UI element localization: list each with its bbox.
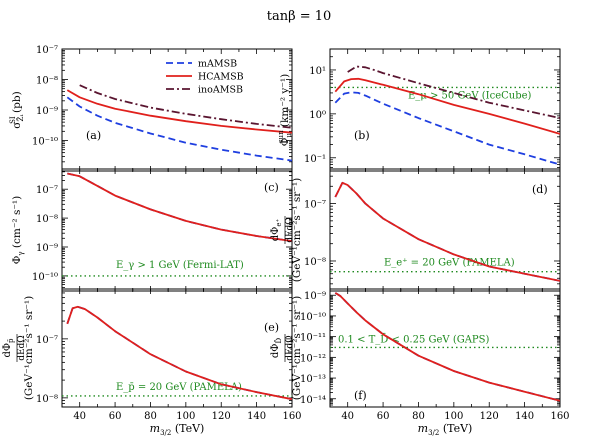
y-tick-label: 10⁻⁷: [36, 335, 58, 346]
x-tick-label: 40: [341, 411, 354, 422]
y-tick-label: 10⁻⁸: [36, 394, 58, 405]
y-tick-label: 10⁻¹: [304, 154, 326, 165]
x-tick-label: 140: [247, 411, 266, 422]
detector-annotation: E_e⁺ = 20 GeV (PAMELA): [384, 258, 515, 269]
y-axis-label: (GeV⁻¹cm⁻²s⁻¹ sr⁻¹): [291, 178, 303, 282]
x-axis-label: m3/2 (TeV): [150, 422, 205, 437]
y-axis-label-fraction: dΦe⁺: [270, 218, 283, 241]
panel-label: (d): [532, 183, 548, 196]
y-axis-label-fraction: dΦD̄: [270, 338, 283, 359]
plot-frame: [329, 168, 561, 292]
panel-label: (f): [354, 389, 367, 402]
x-tick-label: 40: [73, 411, 86, 422]
y-tick-label: 10⁻¹⁰: [300, 312, 326, 323]
y-tick-label: 10⁻¹⁰: [32, 137, 58, 148]
panel-label: (a): [86, 129, 101, 142]
x-tick-label: 160: [282, 411, 301, 422]
series-line-HCAMSB: [66, 89, 292, 134]
detector-annotation: E_p̄ = 20 GeV (PAMELA): [116, 382, 242, 393]
x-tick-label: 100: [444, 411, 463, 422]
y-tick-label: 10⁻¹³: [300, 374, 326, 385]
series-line-mAMSB: [67, 172, 292, 242]
x-tick-label: 60: [377, 411, 390, 422]
plot-frame: [61, 168, 293, 292]
y-axis-label-fraction: dΦp̄: [2, 338, 15, 358]
y-tick-label: 10⁻⁷: [304, 200, 326, 211]
x-axis-label: m3/2 (TeV): [418, 422, 473, 437]
series-line-inoAMSB: [79, 84, 292, 129]
y-tick-label: 10⁻⁹: [36, 243, 58, 254]
plot-frame: [61, 48, 293, 172]
panel-label: (b): [354, 129, 370, 142]
x-tick-label: 120: [212, 411, 231, 422]
series-line-HCAMSB: [334, 181, 560, 282]
y-axis-label-denominator: dEdΩ: [17, 335, 27, 361]
detector-annotation: E_μ > 50 GeV (IceCube): [408, 90, 532, 101]
y-tick-label: 10⁻⁸: [304, 257, 326, 268]
y-tick-label: 10⁻¹²: [300, 353, 326, 364]
x-tick-label: 120: [480, 411, 499, 422]
detector-annotation: E_γ > 1 GeV (Fermi-LAT): [116, 260, 244, 271]
x-tick-label: 80: [412, 411, 425, 422]
x-tick-label: 140: [515, 411, 534, 422]
y-axis-label: Φμsun (km⁻² y⁻¹): [277, 74, 293, 146]
y-tick-label: 10⁻¹⁴: [300, 395, 326, 406]
x-tick-label: 100: [176, 411, 195, 422]
series-line-mAMSB: [66, 96, 292, 162]
x-tick-label: 60: [109, 411, 122, 422]
panel-label: (e): [264, 321, 279, 334]
y-axis-label: Φγ (cm⁻² s⁻¹): [11, 196, 25, 264]
panel-f: 10⁻¹⁴ 10⁻¹³ 10⁻¹² 10⁻¹¹ 10⁻¹⁰ 10⁻⁹ 40 60 80 100 12…: [270, 288, 570, 437]
y-tick-label: 10⁰: [309, 110, 326, 121]
panel-b: 10⁻¹ 10⁰ 10¹ Φμsun (km⁻² y⁻¹) E_μ > 50 GeV (…: [277, 48, 561, 172]
panel-e: 10⁻⁸ 10⁻⁷ 40 60 80 100 120 140 160 m3/2 (TeV) (GeV…: [2, 288, 302, 437]
y-tick-label: 10⁻⁸: [36, 76, 58, 87]
y-tick-label: 10¹: [309, 66, 326, 77]
x-tick-label: 80: [144, 411, 157, 422]
y-tick-label: 10⁻⁸: [36, 214, 58, 225]
figure-title: tanβ = 10: [267, 9, 332, 24]
y-axis-label-denominator: dEdΩ: [285, 335, 295, 361]
panel-d: 10⁻⁸ 10⁻⁷(GeV⁻¹cm⁻²s⁻¹ sr⁻¹) dΦe⁺ dEdΩ E_e⁺ …: [270, 168, 561, 292]
legend-label-inoAMSB: inoAMSB: [198, 85, 243, 96]
x-tick-label: 160: [550, 411, 569, 422]
panel-c: 10⁻¹⁰ 10⁻⁹ 10⁻⁸ 10⁻⁷ Φγ (cm⁻² s⁻¹) E_γ > 1 Ge…: [11, 168, 293, 292]
y-tick-label: 10⁻⁷: [36, 185, 58, 196]
series-line-HCAMSB: [334, 77, 560, 135]
legend-label-HCAMSB: HCAMSB: [198, 72, 244, 83]
y-axis-label: σZ̃₁SI (pb): [9, 91, 25, 128]
legend-label-mAMSB: mAMSB: [198, 59, 237, 70]
y-tick-label: 10⁻¹¹: [300, 333, 326, 344]
panel-a: 10⁻¹⁰ 10⁻⁹ 10⁻⁸ 10⁻⁷ σZ̃₁SI (pb) (a) mAMSB HCAM…: [9, 45, 293, 172]
y-tick-label: 10⁻⁷: [36, 45, 58, 56]
series-line-HCAMSB: [334, 292, 560, 402]
panel-label: (c): [264, 181, 279, 194]
plot-frame: [329, 48, 561, 172]
y-axis-label: (GeV⁻¹cm⁻²s⁻¹ sr⁻¹): [291, 296, 303, 400]
y-tick-label: 10⁻¹⁰: [32, 272, 58, 283]
series-line-mAMSB: [334, 91, 560, 166]
y-axis-label: (GeV⁻¹cm⁻²s⁻¹ sr⁻¹): [23, 296, 35, 400]
series-line-HCAMSB: [67, 172, 292, 242]
y-tick-label: 10⁻⁹: [36, 106, 58, 117]
detector-annotation: 0.1 < T_D̄ < 0.25 GeV (GAPS): [338, 334, 490, 346]
series-line-HCAMSB: [66, 305, 292, 401]
y-tick-label: 10⁻⁹: [304, 291, 326, 302]
series-line-inoAMSB: [347, 65, 560, 119]
y-axis-label-denominator: dEdΩ: [285, 217, 295, 243]
